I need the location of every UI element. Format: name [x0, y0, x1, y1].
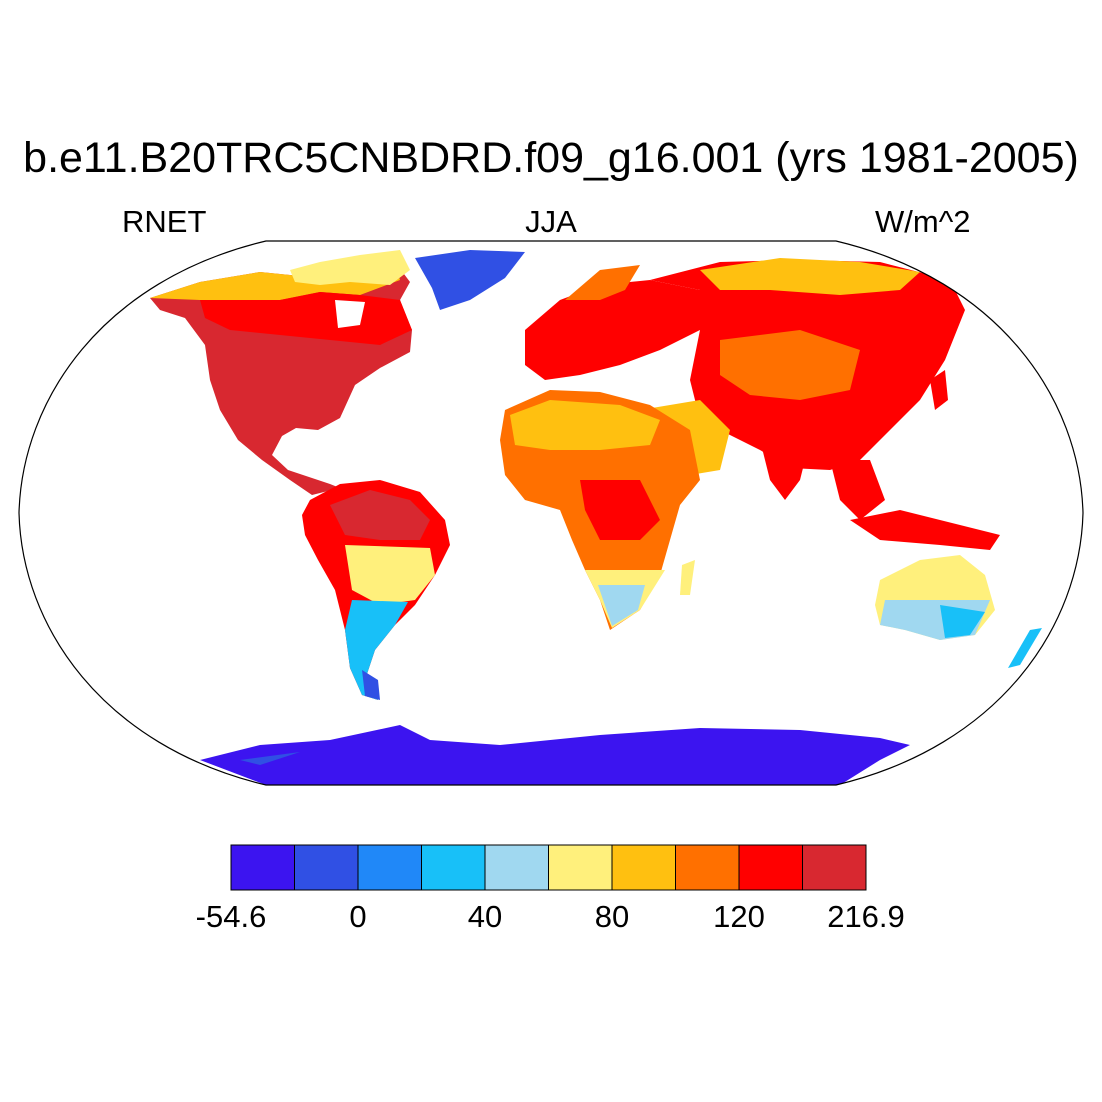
land-alaska-canada-north [150, 262, 400, 300]
land-australia-se [940, 605, 985, 638]
globe-outline [18, 240, 1084, 786]
colorbar-swatch [484, 844, 549, 891]
land-madagascar [680, 560, 695, 595]
land-antarctica-coast [240, 752, 300, 765]
colorbar-swatch [357, 844, 422, 891]
colorbar [230, 844, 867, 891]
land-sahara [510, 400, 660, 450]
land-europe [525, 280, 700, 380]
colorbar-tick-label: 216.9 [827, 899, 905, 934]
colorbar-swatch [675, 844, 740, 891]
colorbar-tick-label: 80 [594, 899, 630, 934]
land-indonesia [850, 510, 1000, 550]
colorbar-swatch [421, 844, 486, 891]
land-greenland [415, 250, 525, 310]
colorbar-swatch [294, 844, 359, 891]
colorbar-swatch [230, 844, 295, 891]
units-label: W/m^2 [875, 204, 971, 239]
land-sa-middle [345, 545, 435, 605]
land-scandinavia [565, 265, 640, 300]
colorbar-tick-label: 40 [467, 899, 503, 934]
land-india [760, 440, 810, 500]
colorbar-tick-label: 0 [349, 899, 367, 934]
land-sa-tip [362, 670, 380, 700]
land-arctic-islands [290, 250, 410, 285]
land-antarctica [200, 725, 910, 785]
colorbar-swatch [611, 844, 676, 891]
land-central-asia [720, 330, 860, 400]
land-se-asia [830, 460, 885, 520]
variable-label: RNET [122, 204, 207, 239]
hudson-bay [335, 300, 365, 328]
colorbar-tick-label: 120 [713, 899, 765, 934]
land-siberia-north [700, 258, 920, 295]
land-central-africa [580, 480, 660, 540]
land-japan [930, 370, 948, 410]
land-south-africa-blue [598, 585, 645, 626]
map-title: b.e11.B20TRC5CNBDRD.f09_g16.001 (yrs 198… [23, 134, 1079, 182]
colorbar-swatch [548, 844, 613, 891]
land-sa-south [345, 600, 408, 700]
colorbar-swatch [802, 844, 867, 891]
land-new-zealand [1008, 628, 1042, 668]
season-label: JJA [525, 204, 577, 239]
colorbar-swatch [738, 844, 803, 891]
colorbar-tick-label: -54.6 [195, 899, 267, 934]
land-amazon [330, 490, 430, 540]
